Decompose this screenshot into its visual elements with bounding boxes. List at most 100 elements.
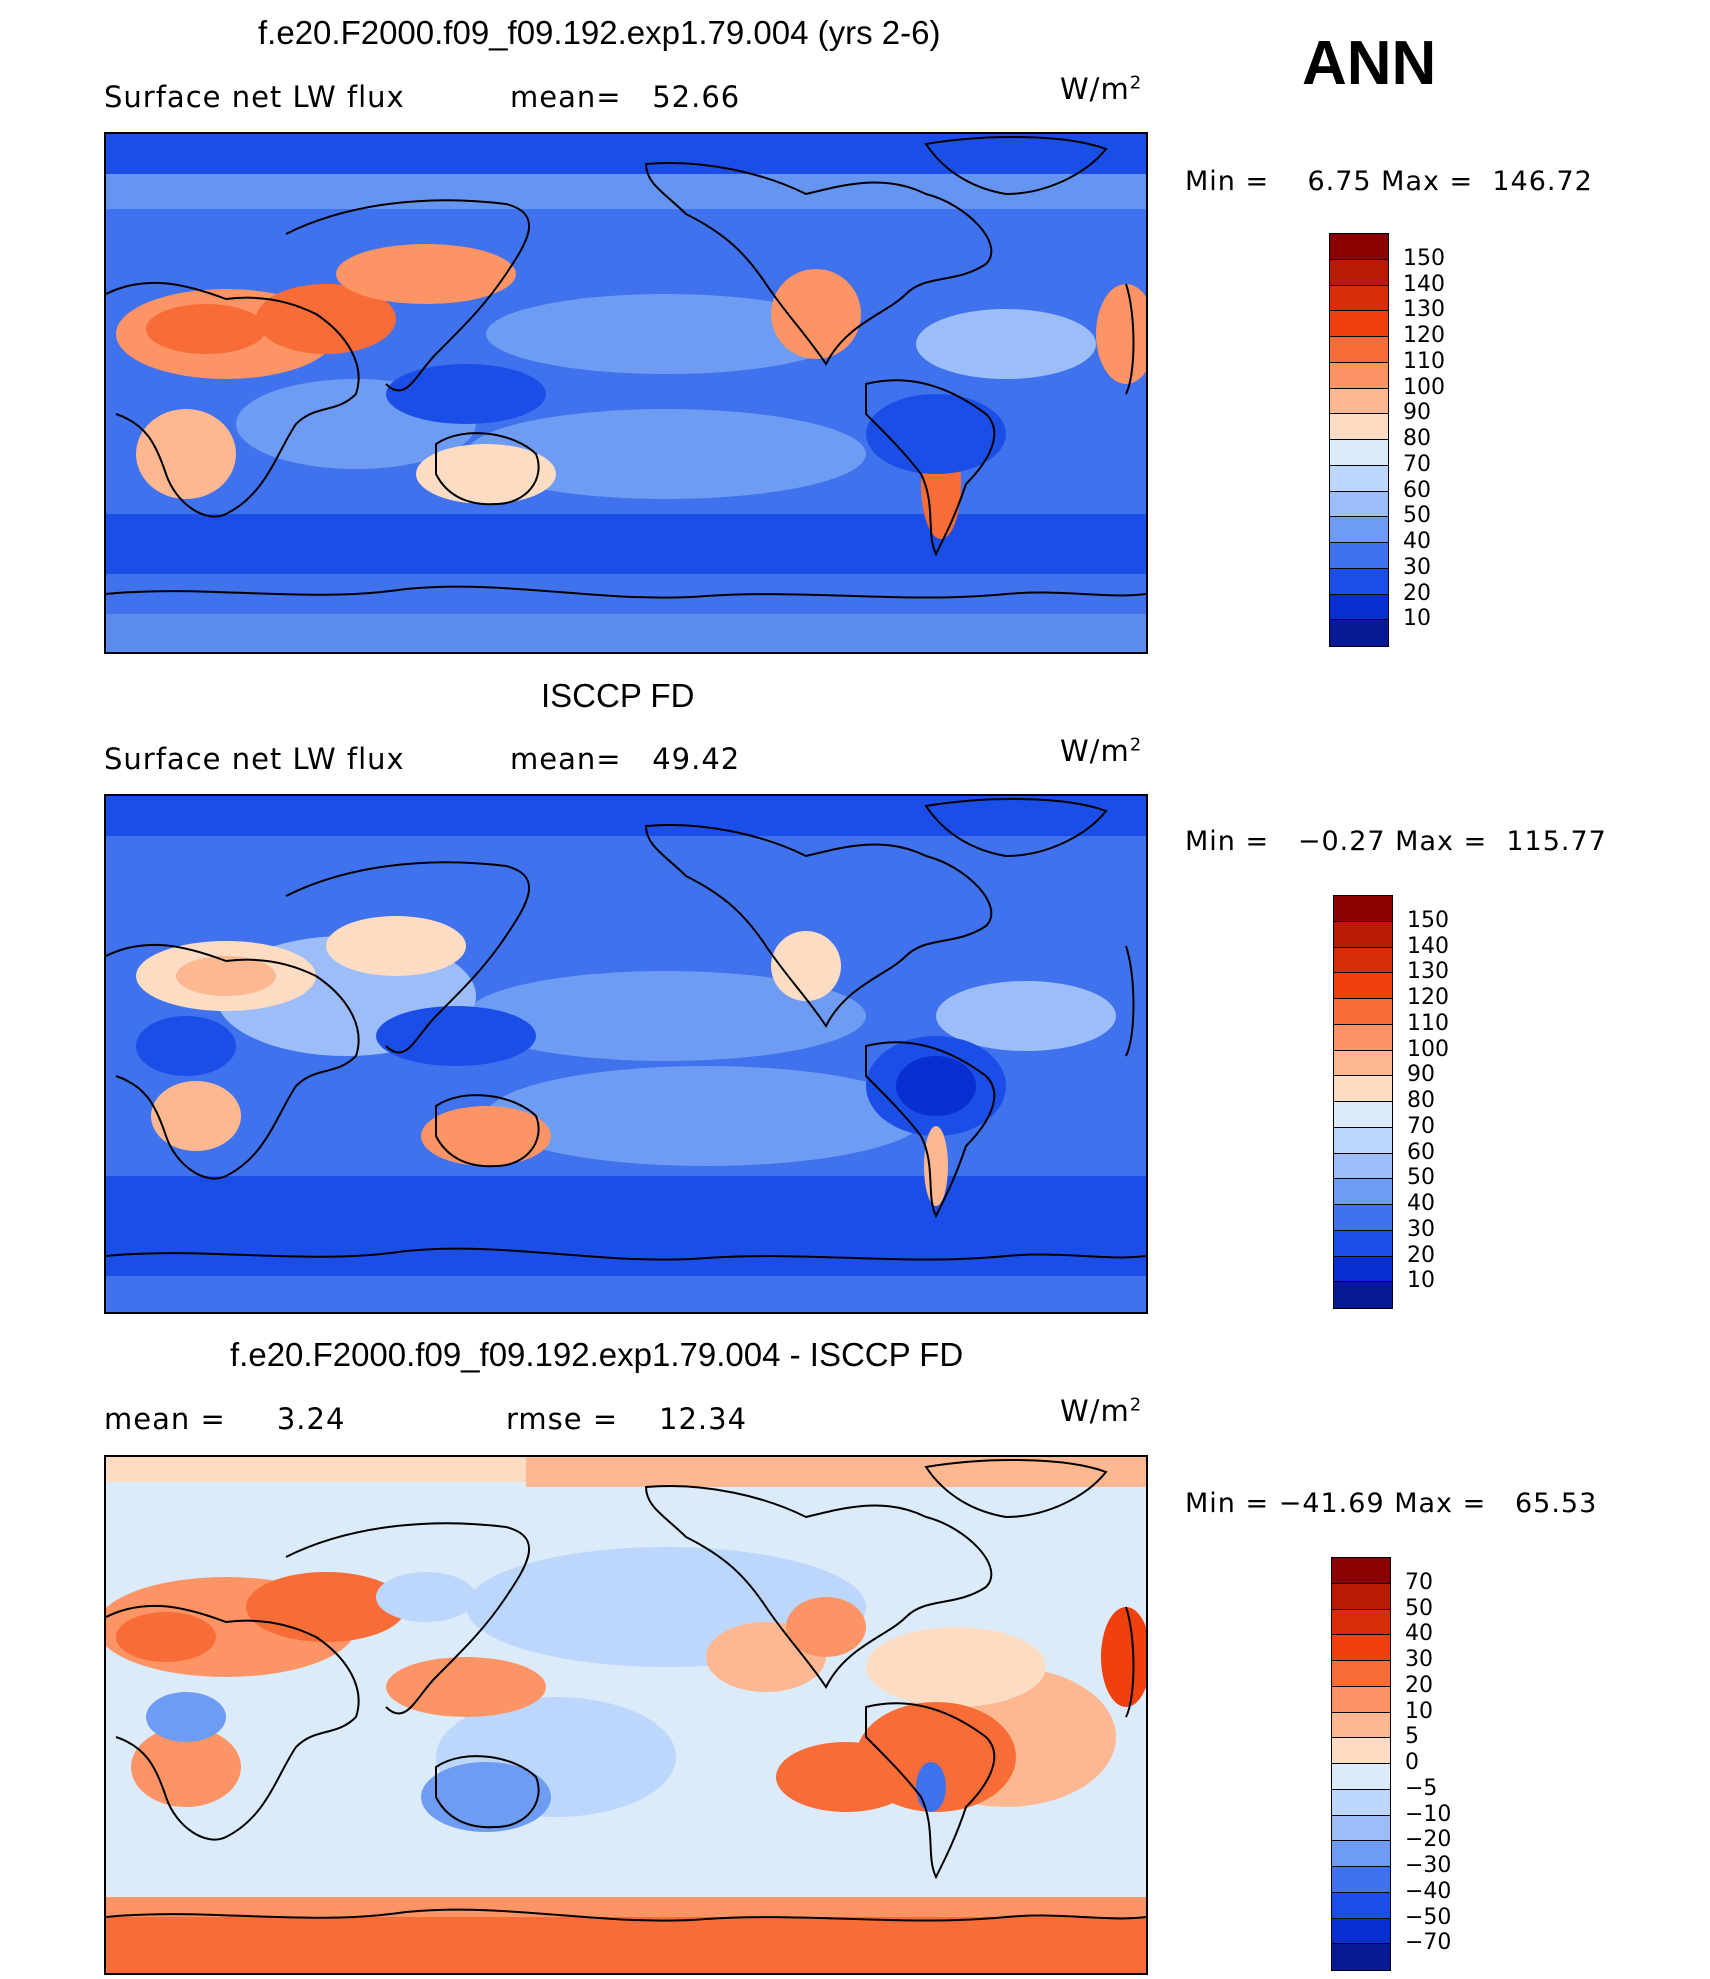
colorbar-tick-label: 120	[1407, 985, 1449, 1010]
panel3-rmse-value: 12.34	[659, 1402, 748, 1436]
colorbar-tick-label: 20	[1403, 580, 1431, 606]
colorbar-swatch	[1329, 464, 1389, 492]
panel3-mean-label: mean = 3.24	[104, 1402, 345, 1436]
panel2-units: W/m2	[1060, 734, 1143, 768]
colorbar-swatch	[1329, 619, 1389, 647]
colorbar-tick-label: −40	[1405, 1878, 1452, 1904]
colorbar-tick-label: 90	[1403, 400, 1431, 426]
colorbar-tick-label: 10	[1403, 606, 1431, 632]
colorbar-tick-label: 20	[1407, 1242, 1435, 1268]
colorbar-swatch	[1331, 1711, 1391, 1739]
colorbar-tick-label: 40	[1405, 1621, 1433, 1647]
colorbar-swatch	[1329, 593, 1389, 621]
colorbar-tick-label: 80	[1403, 426, 1431, 451]
panel1-units: W/m2	[1060, 72, 1143, 106]
colorbar-swatch	[1329, 387, 1389, 415]
panel3-mean-value: 3.24	[276, 1402, 346, 1436]
colorbar-swatch	[1329, 258, 1389, 286]
colorbar-tick-label: 100	[1403, 374, 1445, 400]
colorbar-swatch	[1331, 1737, 1391, 1765]
colorbar-tick-label: 70	[1407, 1113, 1435, 1139]
panel1-mean-text: mean=	[510, 80, 622, 114]
colorbar-swatch	[1333, 972, 1393, 1000]
colorbar-tick-label: 5	[1405, 1724, 1419, 1750]
colorbar-swatch	[1331, 1660, 1391, 1688]
panel2-colorbar: 150 140 130 120 110 100 90 80 70 60 50 40 30 20 10	[1333, 895, 1449, 1309]
colorbar-tick-label: 140	[1407, 933, 1449, 959]
colorbar-swatch	[1333, 1023, 1393, 1051]
colorbar-swatch	[1329, 542, 1389, 570]
colorbar-tick-label: 50	[1405, 1595, 1433, 1621]
panel3-mean-text: mean =	[104, 1402, 226, 1436]
colorbar-swatch	[1329, 490, 1389, 518]
colorbar-tick-label: 130	[1403, 297, 1445, 323]
panel1-mean-label: mean= 52.66	[510, 80, 740, 114]
panel1-minmax: Min = 6.75 Max = 146.72	[1185, 166, 1593, 197]
colorbar-swatch	[1331, 1891, 1391, 1919]
colorbar-tick-label: 10	[1407, 1268, 1435, 1294]
panel2-mean-text: mean=	[510, 742, 622, 776]
colorbar-tick-label: 20	[1405, 1672, 1433, 1698]
colorbar-tick-label: 30	[1403, 554, 1431, 580]
colorbar-swatch	[1331, 1685, 1391, 1713]
colorbar-swatch	[1331, 1788, 1391, 1816]
colorbar-swatch	[1331, 1557, 1391, 1585]
colorbar-swatch	[1333, 1229, 1393, 1257]
colorbar-swatch	[1333, 1281, 1393, 1309]
panel2-variable-label: Surface net LW flux	[104, 742, 405, 776]
colorbar-tick-label: 120	[1403, 323, 1445, 348]
colorbar-swatch	[1331, 1634, 1391, 1662]
panel3-colorbar: 70 50 40 30 20 10 5 0 −5 −10 −20 −30 −40 −50 −70	[1331, 1557, 1451, 1971]
colorbar-tick-label: 40	[1407, 1191, 1435, 1216]
colorbar-swatch	[1331, 1917, 1391, 1945]
colorbar-swatch	[1333, 1204, 1393, 1232]
panel2-title: ISCCP FD	[541, 677, 695, 714]
colorbar-swatch	[1333, 1049, 1393, 1077]
colorbar-tick-label: 60	[1407, 1139, 1435, 1165]
colorbar-swatch	[1333, 1178, 1393, 1206]
panel3-rmse-label: rmse = 12.34	[506, 1402, 747, 1436]
colorbar-swatch	[1333, 946, 1393, 974]
colorbar-swatch	[1331, 1814, 1391, 1842]
colorbar-tick-label: 80	[1407, 1088, 1435, 1113]
colorbar-swatch	[1331, 1608, 1391, 1636]
colorbar-tick-label: 70	[1405, 1569, 1433, 1595]
colorbar-tick-label: 130	[1407, 959, 1449, 985]
colorbar-swatch	[1329, 284, 1389, 312]
colorbar-swatch	[1333, 920, 1393, 948]
panel2-minmax: Min = −0.27 Max = 115.77	[1185, 826, 1607, 857]
colorbar-swatch	[1331, 1866, 1391, 1894]
colorbar-swatch	[1331, 1943, 1391, 1971]
colorbar-swatch	[1329, 361, 1389, 389]
colorbar-tick-label: 140	[1403, 271, 1445, 297]
panel1-title: f.e20.F2000.f09_f09.192.exp1.79.004 (yrs…	[258, 14, 941, 51]
colorbar-swatch	[1333, 998, 1393, 1026]
panel2-map	[104, 794, 1148, 1314]
colorbar-tick-label: 100	[1407, 1036, 1449, 1062]
panel1-mean-value: 52.66	[652, 80, 741, 114]
colorbar-tick-label: −20	[1405, 1827, 1452, 1853]
colorbar-tick-label: 110	[1407, 1010, 1449, 1036]
panel1-variable-label: Surface net LW flux	[104, 80, 405, 114]
colorbar-swatch	[1329, 567, 1389, 595]
colorbar-swatch	[1331, 1582, 1391, 1610]
colorbar-swatch	[1333, 1075, 1393, 1103]
colorbar-swatch	[1333, 895, 1393, 923]
colorbar-swatch	[1333, 1126, 1393, 1154]
colorbar-swatch	[1331, 1763, 1391, 1791]
panel2-mean-label: mean= 49.42	[510, 742, 740, 776]
colorbar-swatch	[1329, 336, 1389, 364]
colorbar-tick-label: −50	[1405, 1904, 1452, 1930]
panel3-minmax: Min = −41.69 Max = 65.53	[1185, 1488, 1598, 1519]
colorbar-tick-label: 50	[1403, 503, 1431, 529]
colorbar-tick-label: 50	[1407, 1165, 1435, 1191]
panel1-map	[104, 132, 1148, 654]
colorbar-swatch	[1329, 233, 1389, 261]
colorbar-swatch	[1329, 413, 1389, 441]
colorbar-swatch	[1329, 516, 1389, 544]
colorbar-swatch	[1333, 1101, 1393, 1129]
colorbar-tick-label: 40	[1403, 529, 1431, 554]
panel2-mean-value: 49.42	[652, 742, 741, 776]
colorbar-swatch	[1331, 1840, 1391, 1868]
panel3-map	[104, 1455, 1148, 1975]
